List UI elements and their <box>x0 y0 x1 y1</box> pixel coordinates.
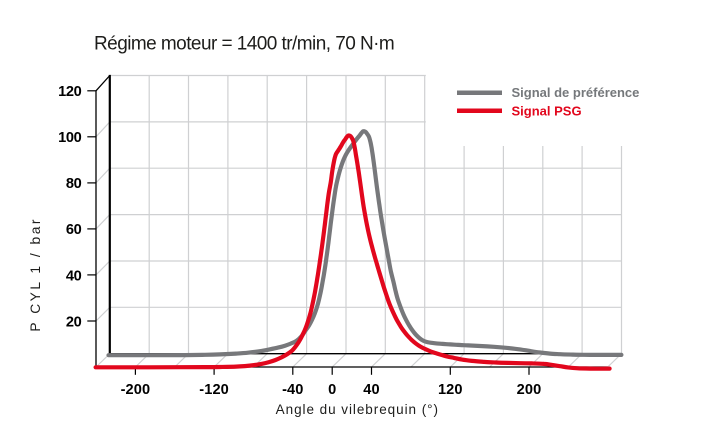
svg-text:Régime moteur = 1400 tr/min, 7: Régime moteur = 1400 tr/min, 70 N·m <box>94 33 394 54</box>
svg-text:0: 0 <box>328 382 336 398</box>
svg-text:P CYL 1 / bar: P CYL 1 / bar <box>28 217 43 332</box>
svg-text:80: 80 <box>66 176 82 192</box>
svg-text:120: 120 <box>58 84 81 100</box>
svg-text:100: 100 <box>58 130 81 146</box>
svg-text:-120: -120 <box>199 382 229 398</box>
svg-text:Signal PSG: Signal PSG <box>512 103 582 118</box>
svg-text:40: 40 <box>363 382 379 398</box>
svg-text:60: 60 <box>66 222 82 238</box>
svg-text:-40: -40 <box>282 382 303 398</box>
svg-text:200: 200 <box>517 382 542 398</box>
svg-text:-200: -200 <box>121 382 151 398</box>
svg-text:Angle du vilebrequin (°): Angle du vilebrequin (°) <box>276 402 439 417</box>
svg-text:40: 40 <box>66 268 82 284</box>
svg-text:20: 20 <box>66 314 82 330</box>
svg-text:Signal de préférence: Signal de préférence <box>512 85 640 100</box>
svg-text:120: 120 <box>438 382 463 398</box>
